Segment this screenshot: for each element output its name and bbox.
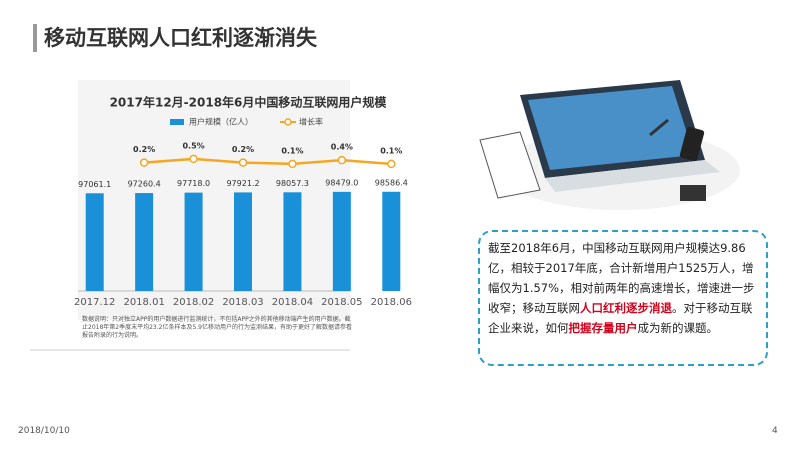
legend-swatch <box>170 119 184 125</box>
line-point <box>337 155 347 165</box>
bar <box>234 192 252 291</box>
chart-bg <box>78 80 350 320</box>
data-note: 数据说明：只对独立APP的用户数据进行监测统计，不包括APP之外的其他移动端产生… <box>82 316 352 339</box>
data-label: 0.2% <box>232 145 254 154</box>
summary-text: 。对于移动互联企业来说，如何 <box>488 301 753 335</box>
data-label: 98479.0 <box>325 178 358 187</box>
summary-text: 成为新的课题。 <box>637 321 719 335</box>
summary-text: 截至2018年6月，中国移动互联网用户规模达9.86亿，相较于2017年底，合计… <box>488 241 755 315</box>
legend-label: 用户规模（亿人） <box>189 117 253 127</box>
data-label: 0.5% <box>182 141 204 150</box>
data-label: 0.1% <box>281 146 303 155</box>
bar <box>85 193 104 291</box>
line <box>144 157 392 166</box>
x-tick-label: 2017.12 <box>74 297 115 308</box>
x-tick-label: 2018.01 <box>123 297 164 308</box>
summary-highlight: 人口红利逐步消退 <box>580 301 672 315</box>
x-tick-label: 2018.03 <box>222 297 263 308</box>
line-point <box>288 159 297 169</box>
legend-label: 增长率 <box>299 117 323 127</box>
line-point <box>387 159 396 169</box>
x-tick-label: 2018.06 <box>371 297 412 308</box>
bar <box>184 192 203 291</box>
line-point <box>189 154 198 164</box>
summary-box: 截至2018年6月，中国移动互联网用户规模达9.86亿，相较于2017年底，合计… <box>478 230 768 366</box>
data-label: 98586.4 <box>375 178 408 187</box>
data-label: 0.2% <box>133 145 155 154</box>
slide-title: 移动互联网人口红利逐渐消失 <box>44 26 317 50</box>
bar <box>382 191 401 291</box>
page-number: 4 <box>772 426 778 436</box>
data-label: 97260.4 <box>128 180 161 189</box>
x-tick-label: 2018.04 <box>272 297 313 308</box>
data-label: 0.4% <box>331 143 353 152</box>
x-tick-label: 2018.02 <box>173 297 214 308</box>
title-bar <box>33 24 37 52</box>
line-point <box>139 158 149 167</box>
bar <box>283 192 302 291</box>
illustration <box>479 80 740 210</box>
data-label: 0.1% <box>380 146 402 155</box>
footer-date: 2018/10/10 <box>18 426 70 436</box>
data-label: 98057.3 <box>276 179 309 188</box>
x-tick-label: 2018.05 <box>321 297 362 308</box>
data-label: 97061.1 <box>78 180 111 189</box>
legend-swatch <box>284 118 292 126</box>
summary-highlight: 把握存量用户 <box>568 321 638 335</box>
bar <box>332 191 351 291</box>
chart-title: 2017年12月-2018年6月中国移动互联网用户规模 <box>110 95 388 110</box>
data-label: 97921.2 <box>226 179 259 188</box>
bar <box>135 193 154 291</box>
data-label: 97718.0 <box>177 179 210 188</box>
line-point <box>238 158 248 167</box>
